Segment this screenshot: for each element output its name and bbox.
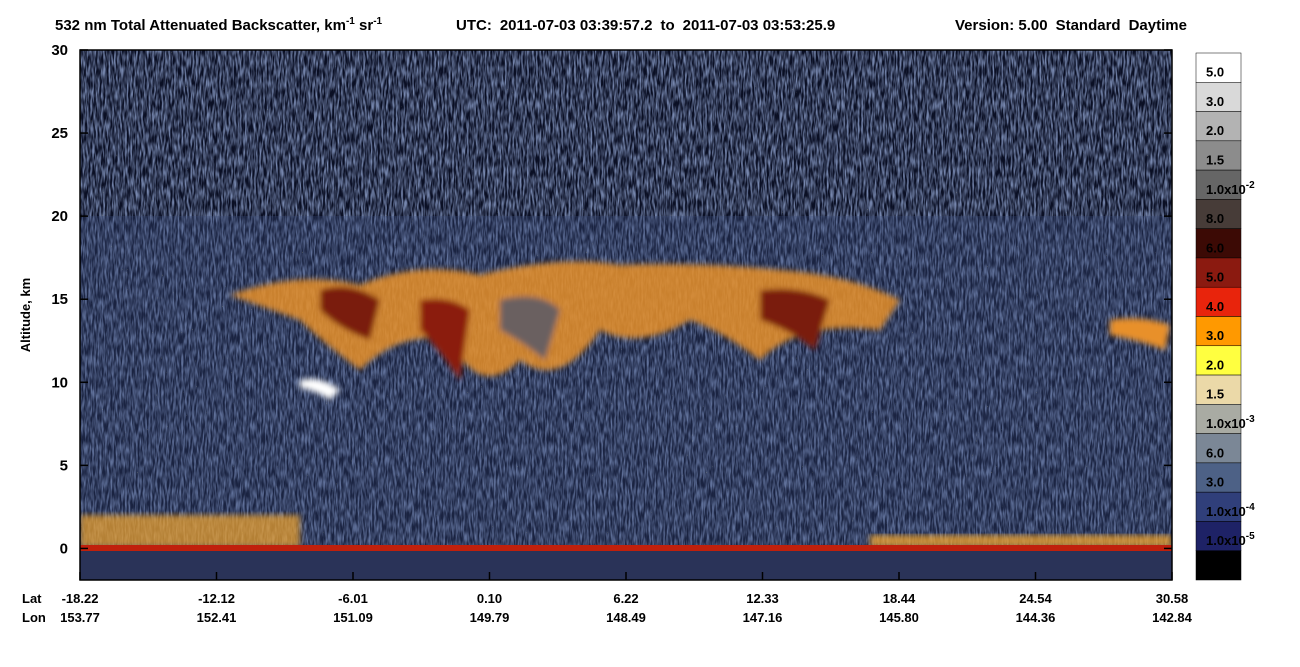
colorbar-label-exp: -5 <box>1246 531 1255 542</box>
lat-label: -6.01 <box>338 591 368 606</box>
y-tick-label: 30 <box>51 42 68 59</box>
colorbar-label: 6.0 <box>1206 445 1224 460</box>
colorbar-label-base: 1.0x10 <box>1206 533 1246 548</box>
colorbar-label: 1.0x10-2 <box>1206 180 1255 197</box>
colorbar-label-base: 1.0x10 <box>1206 416 1246 431</box>
colorbar-swatch <box>1195 257 1242 288</box>
colorbar-label: 3.0 <box>1206 94 1224 109</box>
lat-label: 12.33 <box>746 591 779 606</box>
colorbar-swatch <box>1195 550 1242 581</box>
lat-label: -18.22 <box>62 591 99 606</box>
version: Version: 5.00 Standard Daytime <box>955 17 1187 34</box>
colorbar-label: 6.0 <box>1206 240 1224 255</box>
colorbar-swatch <box>1195 491 1242 522</box>
colorbar-label: 5.0 <box>1206 65 1224 80</box>
colorbar-label-exp: -3 <box>1246 414 1255 425</box>
colorbar-label: 4.0 <box>1206 299 1224 314</box>
lat-label: 30.58 <box>1156 591 1189 606</box>
colorbar-label: 2.0 <box>1206 357 1224 372</box>
colorbar-swatch <box>1195 169 1242 200</box>
colorbar-swatch <box>1195 521 1242 551</box>
colorbar-label: 1.5 <box>1206 152 1224 167</box>
y-tick-label: 15 <box>51 291 68 308</box>
lon-row-label: Lon <box>22 610 46 625</box>
lon-label: 145.80 <box>879 610 919 625</box>
colorbar-swatch <box>1195 374 1242 405</box>
colorbar-label-base: 1.0x10 <box>1206 182 1246 197</box>
colorbar-label: 1.0x10-3 <box>1206 414 1255 431</box>
colorbar-swatch <box>1195 462 1242 493</box>
y-tick-label: 25 <box>51 125 68 142</box>
lon-label: 152.41 <box>197 610 237 625</box>
colorbar-swatch <box>1195 228 1242 259</box>
backscatter-image <box>80 50 1172 580</box>
y-axis-title: Altitude, km <box>18 278 33 352</box>
colorbar-label: 3.0 <box>1206 328 1224 343</box>
colorbar-swatch <box>1195 199 1242 229</box>
utc-range: UTC: 2011-07-03 03:39:57.2 to 2011-07-03 03… <box>456 17 835 34</box>
chart-title: 532 nm Total Attenuated Backscatter, km-… <box>55 16 383 34</box>
colorbar-swatch <box>1195 345 1242 376</box>
colorbar-label: 5.0 <box>1206 270 1224 285</box>
lat-label: 18.44 <box>883 591 916 606</box>
colorbar-swatch <box>1195 286 1242 317</box>
lon-label: 144.36 <box>1016 610 1056 625</box>
lat-label: 6.22 <box>613 591 638 606</box>
lon-label: 147.16 <box>743 610 783 625</box>
y-tick-label: 10 <box>51 374 68 391</box>
y-tick-label: 0 <box>60 540 68 557</box>
y-tick-label: 20 <box>51 208 68 225</box>
lon-label: 142.84 <box>1152 610 1193 625</box>
colorbar-label: 8.0 <box>1206 211 1224 226</box>
colorbar-swatch <box>1195 82 1242 112</box>
lon-label: 153.77 <box>60 610 100 625</box>
colorbar-label: 1.0x10-5 <box>1206 531 1255 548</box>
colorbar-swatch <box>1195 433 1242 464</box>
y-tick-label: 5 <box>60 457 68 474</box>
lon-label: 151.09 <box>333 610 373 625</box>
lat-label: 24.54 <box>1019 591 1052 606</box>
colorbar-swatch <box>1195 140 1242 171</box>
colorbar-label-exp: -2 <box>1246 180 1255 191</box>
lon-label: 149.79 <box>470 610 510 625</box>
colorbar-label-exp: -4 <box>1246 502 1255 513</box>
colorbar-label: 1.5 <box>1206 387 1224 402</box>
lat-row-label: Lat <box>22 591 42 606</box>
lon-label: 148.49 <box>606 610 646 625</box>
colorbar-swatch <box>1195 111 1242 142</box>
colorbar-swatch <box>1195 404 1242 434</box>
lat-label: -12.12 <box>198 591 235 606</box>
lat-label: 0.10 <box>477 591 502 606</box>
colorbar-label: 3.0 <box>1206 475 1224 490</box>
colorbar-label-base: 1.0x10 <box>1206 504 1246 519</box>
colorbar-label: 1.0x10-4 <box>1206 502 1255 519</box>
colorbar-swatch <box>1195 52 1242 83</box>
colorbar-label: 2.0 <box>1206 123 1224 138</box>
